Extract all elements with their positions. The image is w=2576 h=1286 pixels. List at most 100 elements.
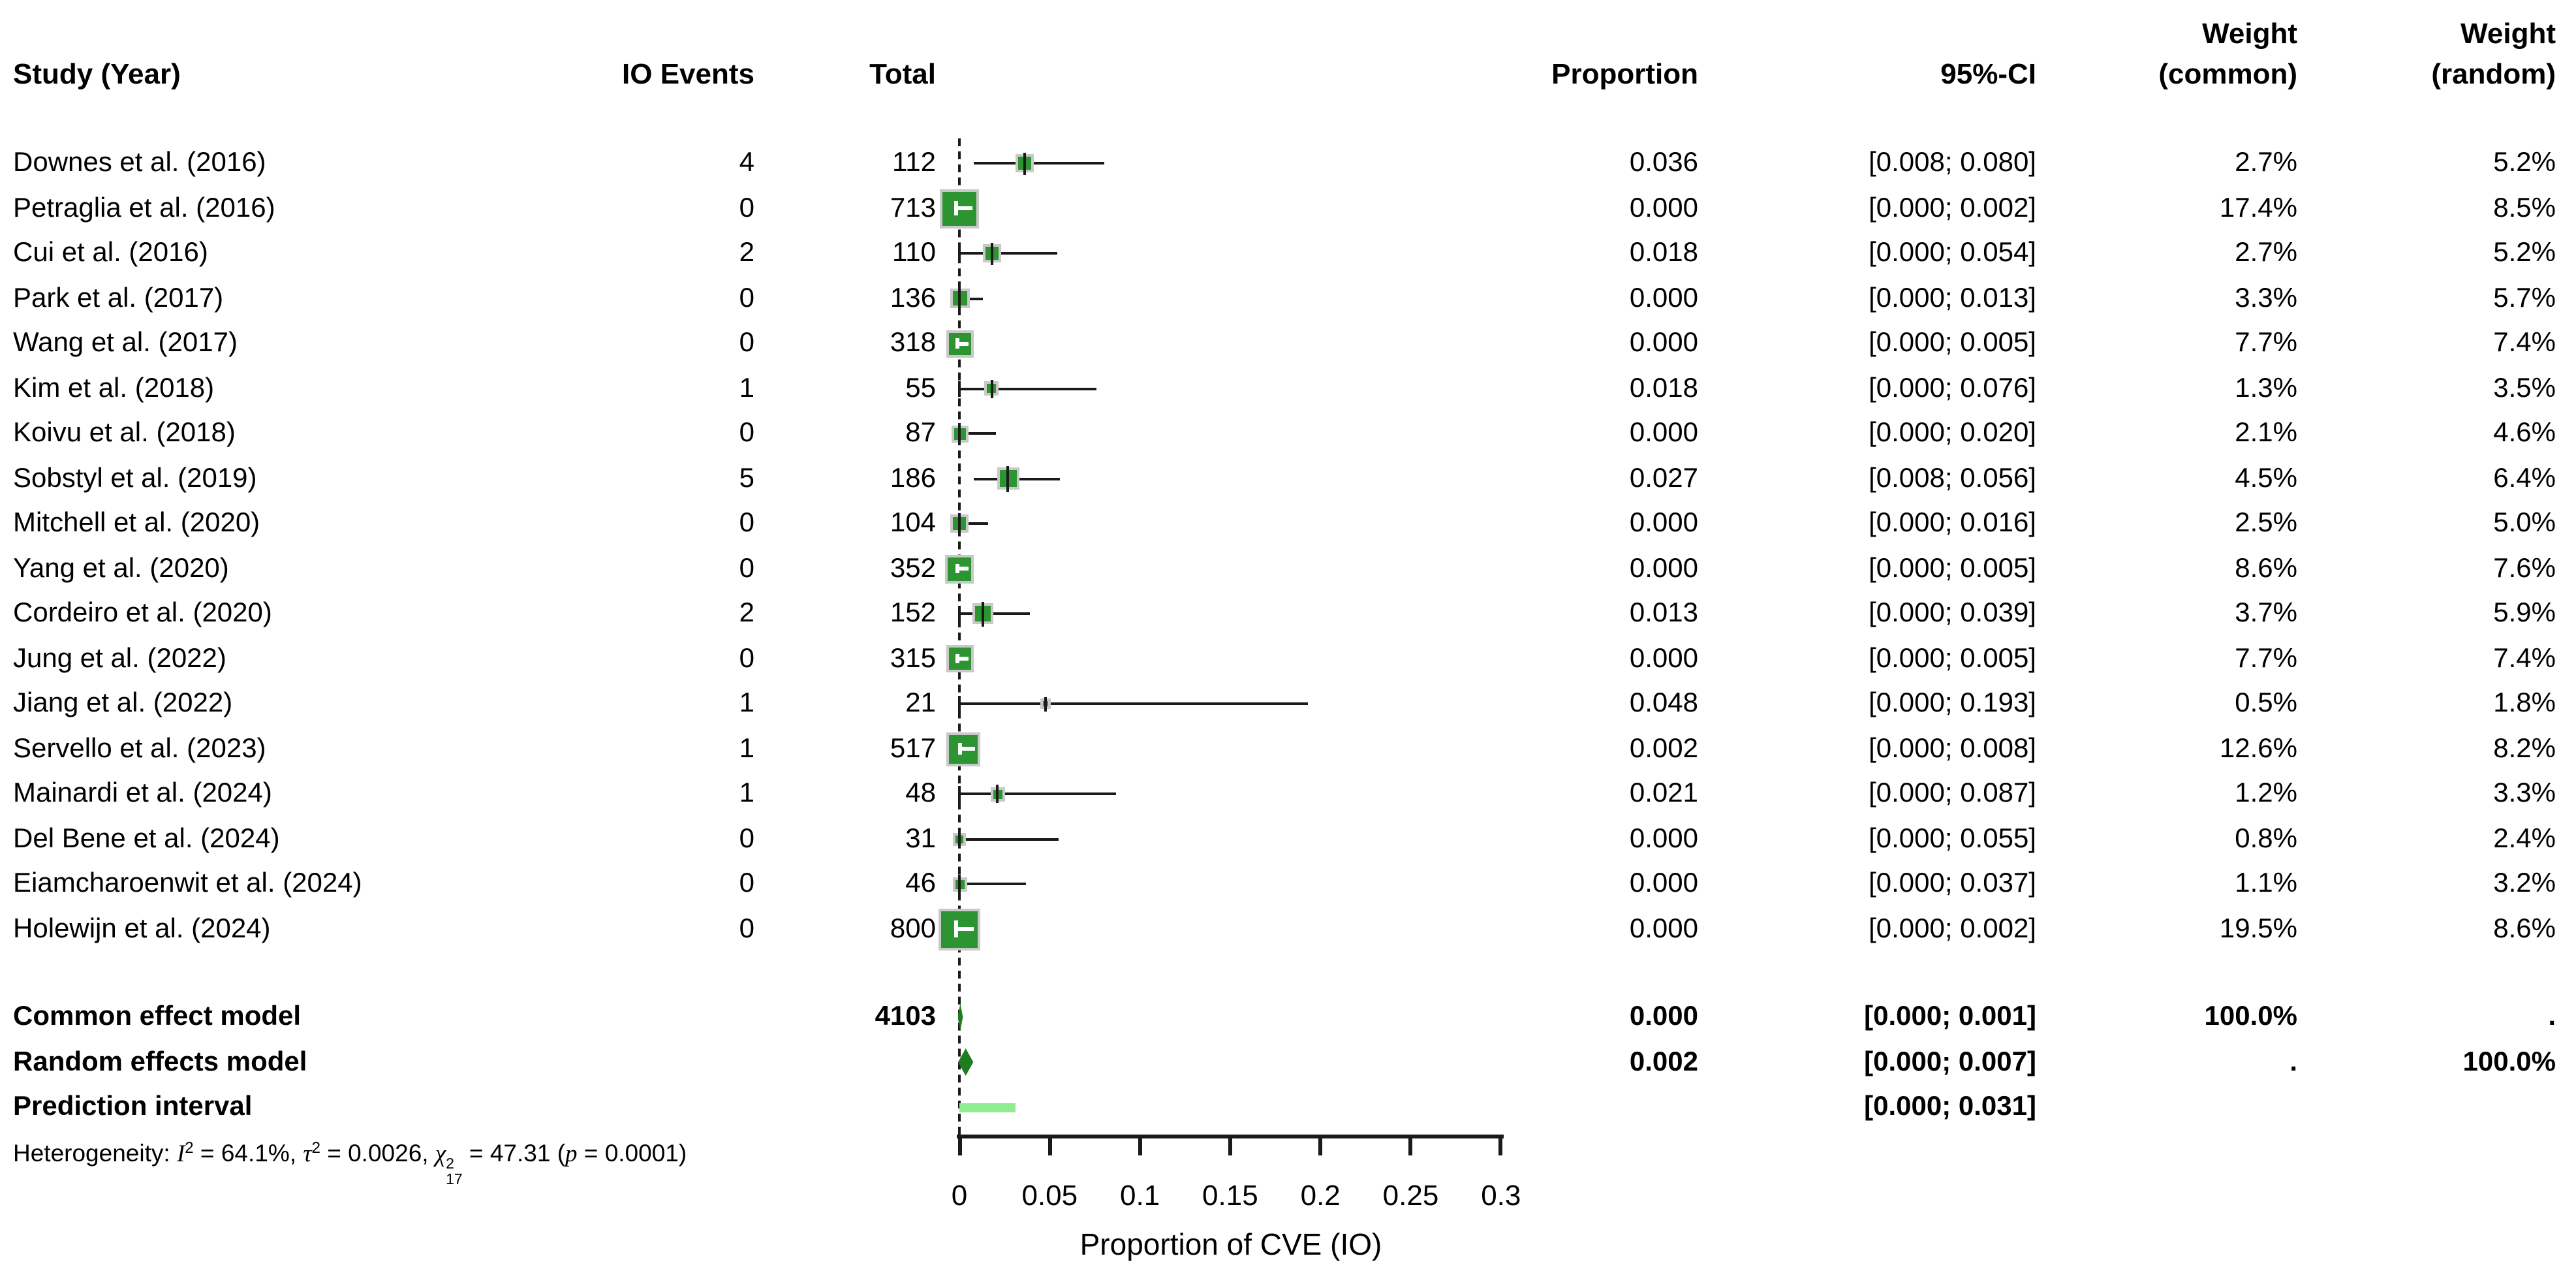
study-name: Cordeiro et al. (2020) xyxy=(13,598,272,628)
weight-random-value: 3.5% xyxy=(2493,373,2556,403)
weight-random-value: 2.4% xyxy=(2493,823,2556,853)
proportion-value: 0.000 xyxy=(1629,283,1698,313)
weight-common-value: 1.2% xyxy=(2235,778,2297,808)
point-marker xyxy=(958,830,961,847)
weight-random-value: 7.4% xyxy=(2493,328,2556,358)
point-marker xyxy=(955,563,960,574)
weight-common-value: 1.3% xyxy=(2235,373,2297,403)
proportion-value: 0.027 xyxy=(1629,463,1698,493)
weight-random-value: 1.8% xyxy=(2493,688,2556,718)
header-ci: 95%-CI xyxy=(1940,57,2036,90)
summary-total-value: 4103 xyxy=(875,1001,936,1031)
proportion-value: 0.000 xyxy=(1629,508,1698,538)
summary-weight-random-value: . xyxy=(2548,1001,2556,1031)
ci-line xyxy=(959,838,1059,840)
ci-value: [0.000; 0.087] xyxy=(1869,778,2036,808)
proportion-value: 0.000 xyxy=(1629,193,1698,223)
proportion-value: 0.013 xyxy=(1629,598,1698,628)
ci-lower-cap xyxy=(958,245,961,261)
weight-common-value: 0.5% xyxy=(2235,688,2297,718)
ci-value: [0.000; 0.008] xyxy=(1869,733,2036,763)
io-events-value: 0 xyxy=(739,823,754,853)
ci-value: [0.000; 0.039] xyxy=(1869,598,2036,628)
total-value: 55 xyxy=(905,373,936,403)
point-marker xyxy=(1044,697,1047,711)
ci-value: [0.000; 0.013] xyxy=(1869,283,2036,313)
ci-lower-cap xyxy=(958,786,961,802)
total-value: 110 xyxy=(892,238,936,268)
axis-tick-label: 0.1 xyxy=(1120,1179,1160,1212)
study-name: Yang et al. (2020) xyxy=(13,553,229,583)
point-marker xyxy=(1006,465,1010,492)
proportion-value: 0.021 xyxy=(1629,778,1698,808)
weight-random-value: 5.7% xyxy=(2493,283,2556,313)
ci-lower-cap xyxy=(958,696,961,712)
header-weight-random-line2: (random) xyxy=(2431,57,2556,90)
weight-random-value: 8.5% xyxy=(2493,193,2556,223)
weight-common-value: 1.1% xyxy=(2235,868,2297,898)
io-events-value: 4 xyxy=(739,148,754,178)
ci-value: [0.000; 0.193] xyxy=(1869,688,2036,718)
proportion-value: 0.000 xyxy=(1629,643,1698,673)
axis-tick xyxy=(1138,1135,1142,1155)
io-events-value: 0 xyxy=(739,193,754,223)
axis-tick xyxy=(1408,1135,1413,1155)
ci-value: [0.000; 0.016] xyxy=(1869,508,2036,538)
header-proportion: Proportion xyxy=(1551,57,1698,90)
axis-tick xyxy=(1228,1135,1232,1155)
ci-value: [0.000; 0.076] xyxy=(1869,373,2036,403)
total-value: 152 xyxy=(890,598,936,628)
ci-value: [0.000; 0.002] xyxy=(1869,913,2036,943)
total-value: 104 xyxy=(890,508,936,538)
total-value: 800 xyxy=(890,913,936,943)
ci-line xyxy=(959,297,983,300)
total-value: 318 xyxy=(890,328,936,358)
weight-common-value: 7.7% xyxy=(2235,643,2297,673)
proportion-value: 0.000 xyxy=(1629,418,1698,448)
point-marker xyxy=(954,927,974,931)
ci-value: [0.000; 0.002] xyxy=(1869,193,2036,223)
weight-common-value: 17.4% xyxy=(2219,193,2297,223)
weight-random-value: 8.2% xyxy=(2493,733,2556,763)
study-name: Koivu et al. (2018) xyxy=(13,418,236,448)
ci-line xyxy=(974,162,1104,165)
heterogeneity-text: Heterogeneity: I2 = 64.1%, τ2 = 0.0026, … xyxy=(13,1138,687,1189)
header-weight-random-line1: Weight xyxy=(2460,17,2556,50)
proportion-value: 0.000 xyxy=(1629,868,1698,898)
weight-common-value: 2.1% xyxy=(2235,418,2297,448)
weight-common-value: 2.7% xyxy=(2235,238,2297,268)
total-value: 352 xyxy=(890,553,936,583)
study-name: Wang et al. (2017) xyxy=(13,328,238,358)
io-events-value: 0 xyxy=(739,913,754,943)
axis-tick-label: 0.3 xyxy=(1481,1179,1521,1212)
weight-random-value: 8.6% xyxy=(2493,913,2556,943)
common-effect-diamond xyxy=(957,1003,963,1031)
study-name: Mitchell et al. (2020) xyxy=(13,508,260,538)
io-events-value: 0 xyxy=(739,328,754,358)
ci-value: [0.008; 0.080] xyxy=(1869,148,2036,178)
ci-line xyxy=(959,702,1308,705)
ci-value: [0.000; 0.005] xyxy=(1869,553,2036,583)
weight-common-value: 2.7% xyxy=(2235,148,2297,178)
axis-tick xyxy=(1047,1135,1052,1155)
chi-squared-df: 2 17 xyxy=(446,1157,463,1189)
study-name: Jiang et al. (2022) xyxy=(13,688,233,718)
axis-tick-label: 0.2 xyxy=(1300,1179,1341,1212)
summary-label: Random effects model xyxy=(13,1046,307,1076)
weight-random-value: 5.2% xyxy=(2493,238,2556,268)
ci-lower-cap xyxy=(958,381,961,396)
proportion-value: 0.000 xyxy=(1629,913,1698,943)
total-value: 713 xyxy=(890,193,936,223)
point-marker xyxy=(958,742,963,755)
axis-tick-label: 0 xyxy=(951,1179,968,1212)
proportion-value: 0.002 xyxy=(1629,733,1698,763)
weight-random-value: 6.4% xyxy=(2493,463,2556,493)
point-marker xyxy=(1023,152,1026,174)
point-marker xyxy=(955,653,960,664)
point-marker xyxy=(955,338,960,349)
ci-line xyxy=(959,432,996,435)
axis-tick xyxy=(1498,1135,1503,1155)
weight-random-value: 4.6% xyxy=(2493,418,2556,448)
